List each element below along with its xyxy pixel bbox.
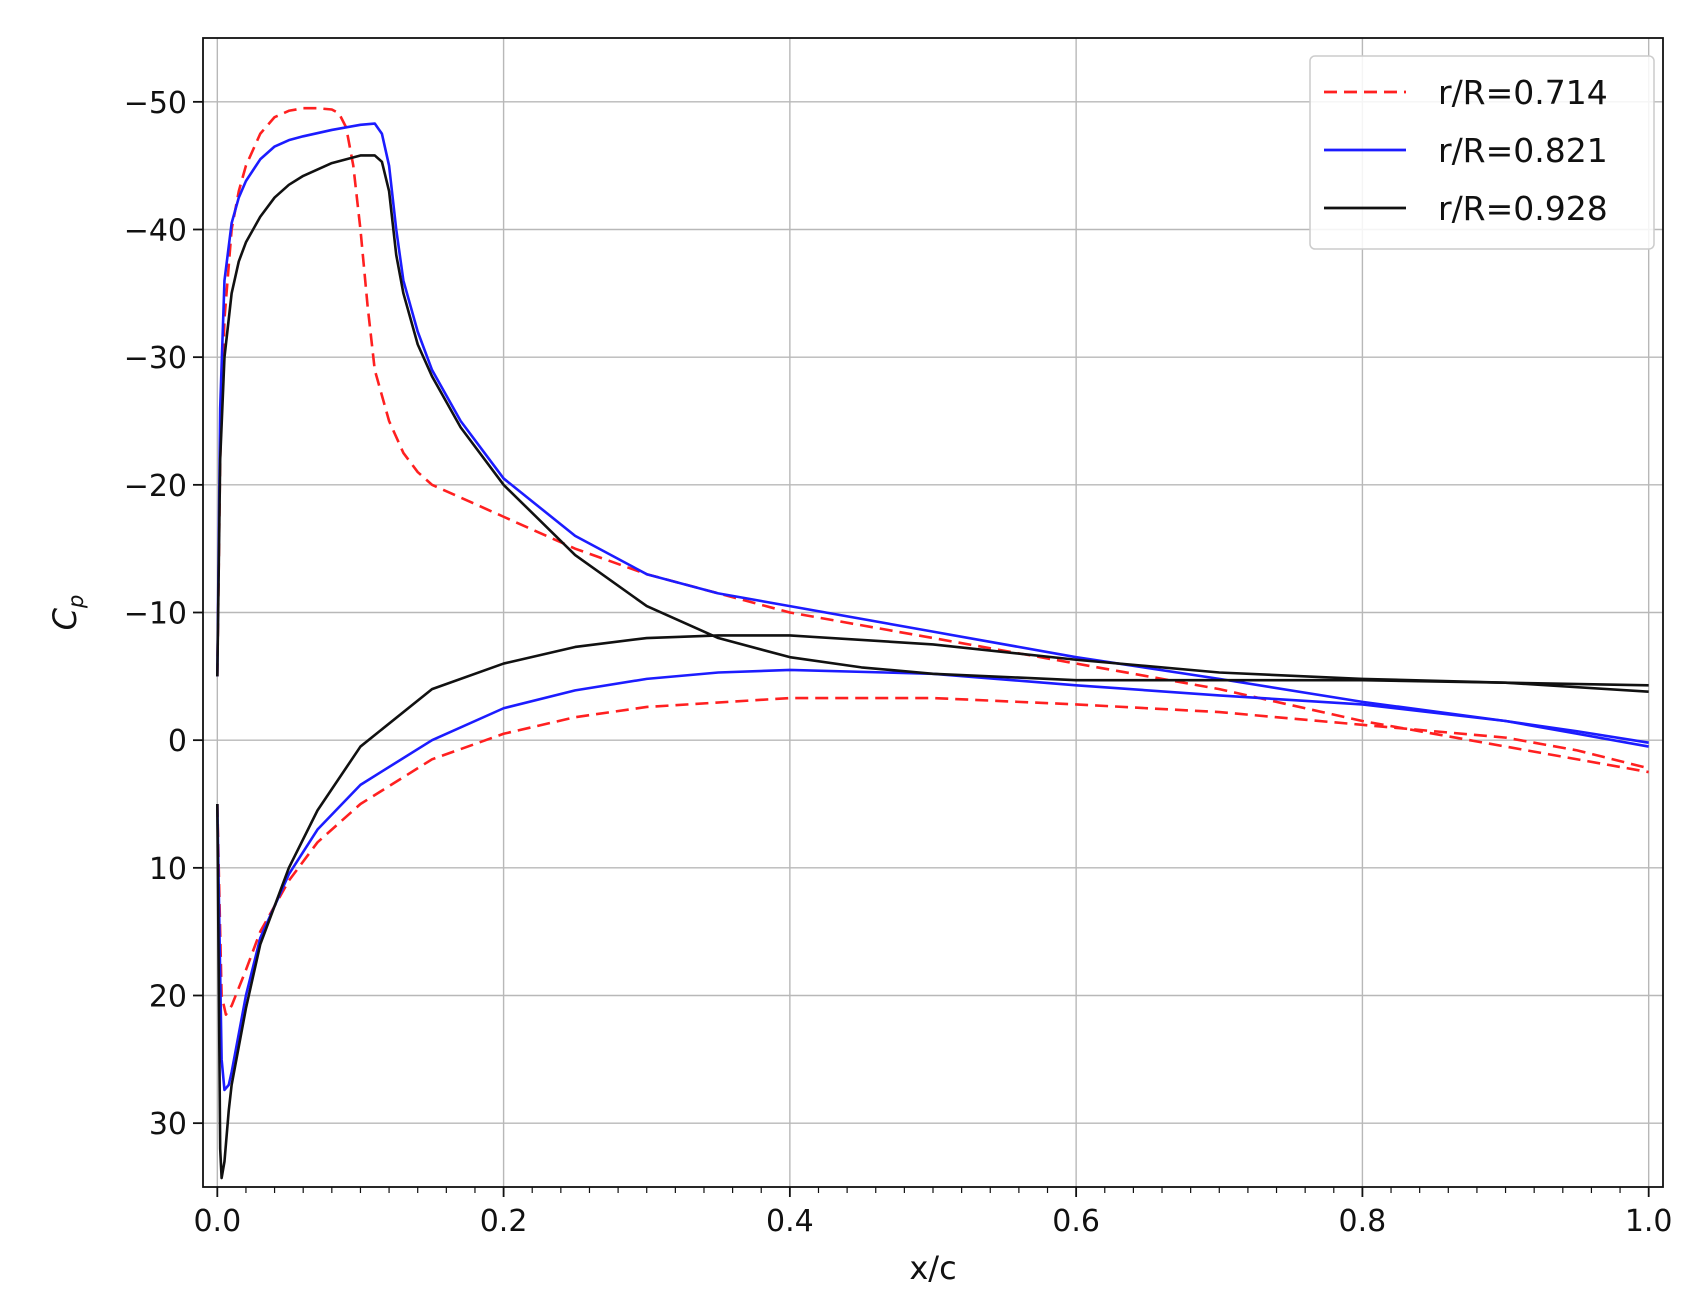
y-axis-label-subscript: p (64, 595, 88, 609)
legend-label: r/R=0.928 (1438, 189, 1608, 228)
legend-entry: r/R=0.928 (1324, 189, 1608, 228)
ticks-layer: 0.0 0.2 0.4 0.6 0.8 1.0 −50 −40 −30 −20 −10 0 10 20 30 (124, 86, 1673, 1239)
legend-box (1309, 55, 1655, 250)
y-tick-label: −50 (124, 86, 187, 121)
y-axis-label-main: C (46, 607, 84, 630)
y-tick-label: −10 (124, 597, 187, 632)
svg-text:Cp: Cp (46, 595, 88, 631)
x-tick-label: 0.6 (1052, 1204, 1100, 1239)
legend-label: r/R=0.821 (1438, 131, 1608, 170)
x-tick-label: 0.4 (766, 1204, 814, 1239)
legend-entry: r/R=0.821 (1324, 131, 1608, 170)
y-axis-label: Cp (46, 595, 88, 631)
y-tick-label: −20 (124, 469, 187, 504)
y-tick-label: 10 (149, 852, 187, 887)
legend-entry: r/R=0.714 (1324, 73, 1608, 112)
series-line-3-lower-surface (216, 634, 1649, 1180)
y-tick-label: 0 (168, 724, 187, 759)
series-line-1-upper-surface (216, 106, 1649, 774)
y-tick-label: 20 (149, 980, 187, 1015)
series-line-1-lower-surface (216, 696, 1650, 1016)
legend: r/R=0.714 r/R=0.821 r/R=0.928 (1309, 55, 1655, 250)
series-line-3-upper-surface (216, 154, 1649, 687)
x-tick-label: 1.0 (1625, 1204, 1673, 1239)
y-tick-label: 30 (149, 1107, 187, 1142)
x-tick-label: 0.2 (480, 1204, 528, 1239)
x-tick-label: 0.0 (193, 1204, 241, 1239)
y-tick-label: −40 (124, 214, 187, 249)
series-line-2-upper-surface (216, 122, 1649, 745)
series-layer (216, 106, 1650, 1180)
series-line-2-lower-surface (216, 668, 1649, 1092)
y-tick-label: −30 (124, 341, 187, 376)
x-axis-label: x/c (909, 1249, 956, 1287)
x-tick-label: 0.8 (1339, 1204, 1387, 1239)
grid-layer (203, 38, 1663, 1187)
legend-label: r/R=0.714 (1438, 73, 1608, 112)
